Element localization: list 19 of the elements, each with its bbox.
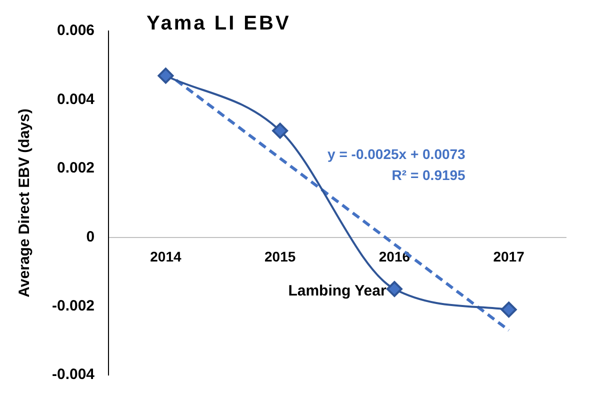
chart-title: Yama LI EBV bbox=[146, 12, 291, 35]
y-tick-label: 0.006 bbox=[56, 22, 95, 40]
y-tick-label: -0.004 bbox=[52, 366, 96, 384]
y-tick-label: 0.002 bbox=[56, 160, 95, 177]
y-tick-label: 0 bbox=[86, 228, 95, 246]
annotation: y = -0.0025x + 0.0073 bbox=[328, 146, 466, 162]
x-tick-label: 2014 bbox=[150, 248, 182, 265]
x-tick-label: 2016 bbox=[378, 248, 410, 265]
annotation: R² = 0.9195 bbox=[392, 166, 466, 183]
point bbox=[500, 302, 517, 318]
y-axis-title: Average Direct EBV (days) bbox=[16, 108, 34, 298]
point bbox=[386, 281, 402, 297]
x-tick-label: 2017 bbox=[493, 248, 525, 265]
y-tick-label: -0.002 bbox=[52, 297, 95, 314]
y-tick-label: 0.004 bbox=[56, 90, 96, 108]
point bbox=[158, 68, 174, 84]
point bbox=[272, 122, 288, 139]
x-tick-label: 2015 bbox=[264, 248, 296, 265]
x-axis-title: Lambing Year bbox=[288, 282, 386, 300]
